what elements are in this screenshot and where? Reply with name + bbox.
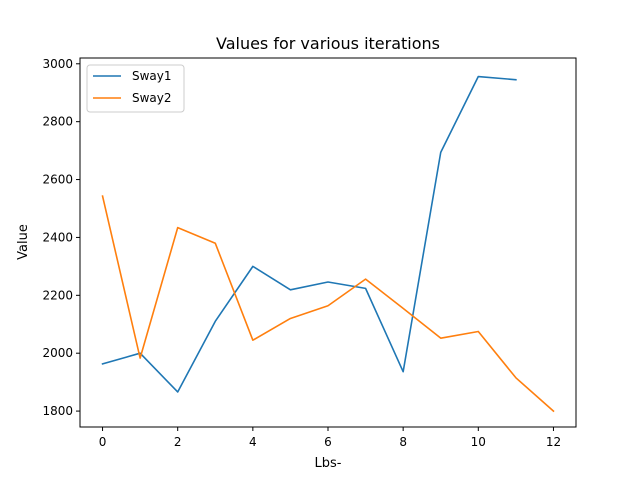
series-line-sway2	[101, 195, 555, 413]
x-tick-label: 0	[99, 435, 107, 449]
legend-label-sway2: Sway2	[132, 91, 172, 105]
y-tick-label: 2200	[42, 288, 73, 302]
y-axis: 1800 2000 2200 2400 2600 2800 3000	[42, 57, 80, 418]
y-tick-label: 1800	[42, 404, 73, 418]
legend-label-sway1: Sway1	[132, 69, 172, 83]
y-axis-label: Value	[16, 224, 31, 260]
y-tick-label: 2600	[42, 173, 73, 187]
x-tick-label: 2	[174, 435, 182, 449]
series-line-sway1	[101, 75, 517, 393]
x-tick-label: 10	[471, 435, 486, 449]
x-axis: 0 2 4 6 8 10 12	[99, 427, 561, 449]
plot-area	[80, 58, 576, 427]
y-tick-label: 3000	[42, 57, 73, 71]
x-tick-label: 8	[399, 435, 407, 449]
y-tick-label: 2800	[42, 115, 73, 129]
y-tick-label: 2000	[42, 346, 73, 360]
chart-title: Values for various iterations	[216, 34, 440, 53]
y-tick-label: 2400	[42, 230, 73, 244]
x-tick-label: 12	[546, 435, 561, 449]
x-tick-label: 4	[249, 435, 257, 449]
legend: Sway1 Sway2	[86, 64, 185, 113]
x-tick-label: 6	[324, 435, 332, 449]
series-layer	[101, 75, 555, 413]
x-axis-label: Lbs-	[315, 456, 342, 471]
